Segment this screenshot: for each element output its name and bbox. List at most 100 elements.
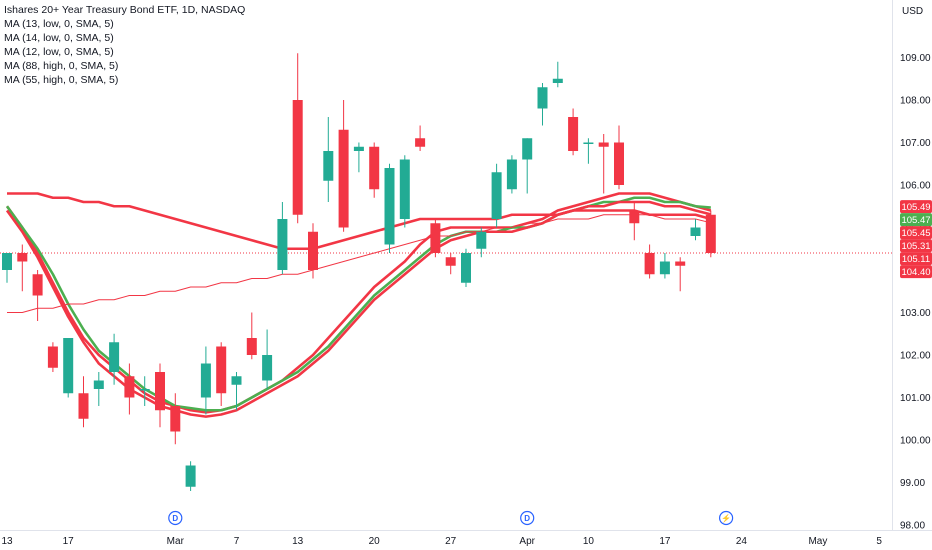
- y-tick-label: 103.00: [900, 308, 931, 319]
- candle-body: [583, 142, 594, 144]
- candle-body: [476, 231, 487, 249]
- candle-body: [659, 261, 670, 275]
- candle-body: [155, 372, 165, 411]
- price-badge: [900, 252, 932, 266]
- legend-ma-12: MA (12, low, 0, SMA, 5): [4, 46, 114, 58]
- candle-body: [231, 376, 242, 385]
- price-badge: [900, 226, 932, 240]
- y-tick-label: 99.00: [900, 478, 925, 489]
- price-badge: [900, 213, 932, 227]
- price-badge-label: 105.45: [901, 228, 930, 239]
- candle-body: [491, 172, 502, 219]
- price-badge: [900, 265, 932, 279]
- candle-body: [522, 138, 533, 160]
- x-tick-label: May: [808, 536, 827, 547]
- price-badge-label: 104.40: [901, 267, 930, 278]
- ma-line: [5, 200, 712, 418]
- candle-body: [506, 159, 517, 190]
- y-tick-label: 101.00: [900, 393, 931, 404]
- candle-body: [537, 87, 548, 109]
- x-tick-label: 24: [736, 536, 748, 547]
- candle-body: [17, 253, 28, 262]
- ma-line: [5, 196, 711, 412]
- y-tick-label: 98.00: [900, 521, 925, 532]
- y-tick-label: 107.00: [900, 138, 931, 149]
- dividend-marker-label: D: [172, 514, 178, 523]
- y-tick-label: 102.00: [900, 351, 931, 362]
- candle-body: [568, 117, 579, 151]
- price-badge-label: 105.11: [902, 254, 930, 265]
- candle-body: [139, 389, 150, 391]
- candle-body: [369, 146, 380, 190]
- y-tick-label: 100.00: [900, 436, 931, 447]
- candle-body: [109, 342, 120, 372]
- candle-body: [292, 100, 303, 215]
- candle-body: [124, 376, 135, 398]
- dividend-marker[interactable]: [520, 510, 535, 526]
- price-badge-label: 105.47: [901, 215, 930, 226]
- candle-body: [598, 142, 609, 147]
- candle-body: [63, 338, 74, 394]
- candle-body: [216, 346, 227, 394]
- ma-line: [5, 192, 712, 414]
- candle-body: [445, 257, 456, 266]
- candle-body: [675, 261, 686, 266]
- candle-body: [308, 231, 318, 270]
- legend-ma-14: MA (14, low, 0, SMA, 5): [4, 32, 114, 44]
- candle-body: [338, 129, 349, 228]
- x-tick-label: 17: [63, 536, 75, 547]
- candle-body: [323, 151, 334, 181]
- candle-body: [461, 253, 471, 283]
- candle-body: [47, 346, 58, 368]
- legend-ma-88: MA (88, high, 0, SMA, 5): [4, 60, 119, 72]
- candle-body: [614, 142, 624, 185]
- ma-line: [7, 192, 712, 251]
- candle-body: [384, 168, 395, 245]
- x-tick-label: Mar: [167, 536, 185, 547]
- y-tick-label: 106.00: [900, 181, 931, 192]
- price-badge: [900, 239, 932, 253]
- dividend-marker-label: D: [524, 514, 530, 523]
- x-tick-label: 10: [583, 536, 595, 547]
- legend-ma-55: MA (55, high, 0, SMA, 5): [4, 74, 119, 86]
- earnings-marker[interactable]: [718, 510, 734, 526]
- y-tick-label: 109.00: [900, 53, 931, 64]
- candle-body: [705, 214, 716, 253]
- candle-body: [2, 253, 12, 270]
- candle-body: [185, 465, 196, 487]
- x-tick-label: 13: [1, 536, 13, 547]
- x-tick-label: 27: [445, 536, 457, 547]
- price-badge-label: 105.49: [901, 202, 930, 213]
- candle-body: [430, 223, 441, 253]
- currency-label: USD: [902, 6, 923, 17]
- candle-body: [78, 393, 89, 419]
- price-badge: [900, 200, 932, 214]
- candle-body: [262, 355, 273, 381]
- x-tick-label: 7: [234, 536, 240, 547]
- chart-legend: Ishares 20+ Year Treasury Bond ETF, 1D, …: [4, 3, 245, 87]
- candle-body: [93, 380, 104, 389]
- earnings-marker-label: ⚡: [721, 513, 731, 523]
- x-tick-label: 5: [876, 536, 882, 547]
- price-badge-label: 105.31: [901, 241, 930, 252]
- candle-body: [552, 78, 563, 83]
- x-tick-label: 17: [659, 536, 671, 547]
- candle-body: [629, 210, 640, 224]
- y-tick-label: 108.00: [900, 96, 931, 107]
- dividend-marker[interactable]: [168, 510, 183, 526]
- legend-title: Ishares 20+ Year Treasury Bond ETF, 1D, …: [4, 4, 246, 16]
- candle-body: [32, 274, 43, 296]
- candle-body: [690, 227, 701, 236]
- candle-body: [170, 406, 181, 432]
- candle-body: [246, 338, 257, 355]
- candle-body: [644, 253, 655, 275]
- legend-ma-13: MA (13, low, 0, SMA, 5): [4, 18, 114, 30]
- ma-line: [7, 214, 711, 313]
- candle-body: [399, 159, 410, 219]
- candle-body: [200, 363, 211, 398]
- candle-body: [277, 219, 288, 270]
- x-tick-label: Apr: [519, 536, 535, 547]
- candle-body: [353, 146, 364, 151]
- x-tick-label: 13: [292, 536, 304, 547]
